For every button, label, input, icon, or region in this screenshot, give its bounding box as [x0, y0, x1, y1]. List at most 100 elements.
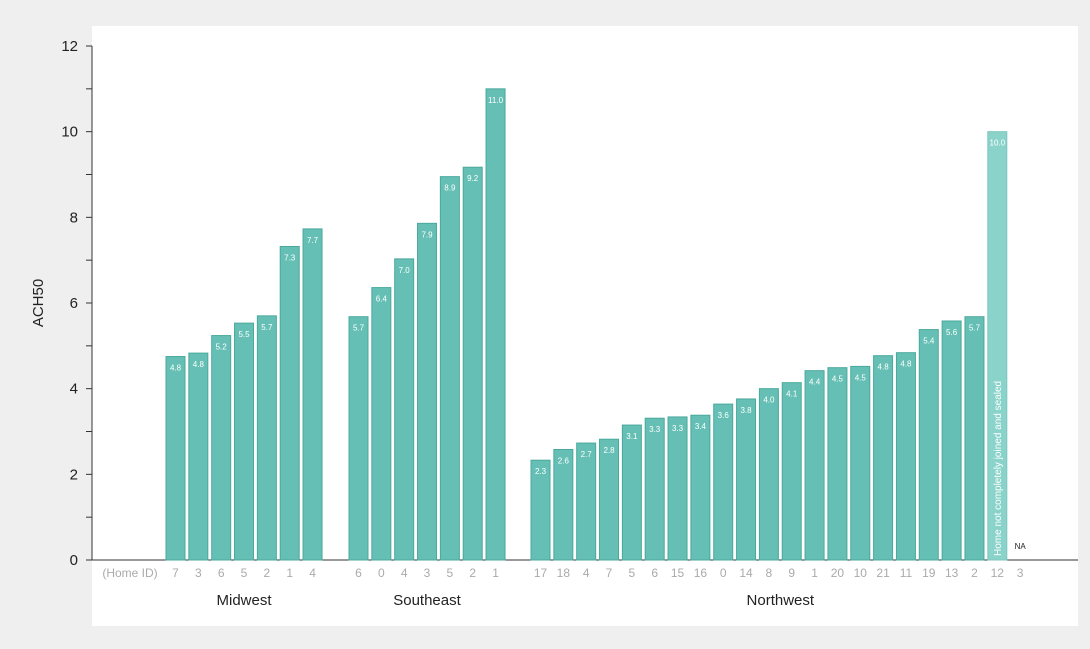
bar — [918, 329, 939, 561]
group-labels: Midwest Southeast Northwest — [217, 592, 815, 609]
x-tick-label: 0 — [378, 566, 385, 580]
x-tick-label: 9 — [788, 566, 795, 580]
bar-value-label: 4.5 — [832, 375, 844, 384]
bar-value-label: 7.7 — [307, 236, 319, 245]
bar — [188, 352, 209, 561]
bar — [690, 414, 711, 561]
bar — [302, 228, 323, 561]
bar-value-label: 3.6 — [718, 411, 730, 420]
y-tick-label: 8 — [70, 209, 78, 226]
bar — [211, 335, 232, 561]
bar — [279, 245, 300, 561]
bar — [644, 417, 665, 561]
bar-value-label: 3.3 — [649, 425, 661, 434]
bar — [530, 459, 551, 561]
bar — [553, 448, 574, 561]
bar — [462, 166, 483, 561]
bar — [348, 316, 369, 561]
bar — [850, 365, 871, 561]
bar — [827, 367, 848, 561]
x-tick-label: 5 — [629, 566, 636, 580]
bar — [873, 355, 894, 561]
x-tick-label: 10 — [854, 566, 868, 580]
bar-value-label: 2.6 — [558, 456, 570, 465]
value-labels: 4.8 4.8 5.2 5.5 5.7 7.3 7.7 5.7 6.4 7.0 7.9 8.9 9.2 1… — [170, 96, 1026, 556]
x-tick-label: 1 — [811, 566, 818, 580]
bar-value-label: 4.8 — [900, 360, 912, 369]
bar — [781, 382, 802, 561]
bar-value-label: 5.7 — [353, 324, 365, 333]
bar — [394, 258, 415, 561]
x-tick-label: 8 — [766, 566, 773, 580]
x-tick-label: 0 — [720, 566, 727, 580]
x-tick-label: 3 — [195, 566, 202, 580]
bars — [165, 88, 1008, 561]
group-label: Northwest — [747, 592, 815, 609]
bar-value-label: 9.2 — [467, 174, 479, 183]
x-tick-label: 2 — [264, 566, 271, 580]
bar-value-label: 2.3 — [535, 467, 547, 476]
bar-value-label: 4.1 — [786, 390, 798, 399]
bar-value-label: 2.8 — [603, 446, 615, 455]
bar — [895, 352, 916, 561]
x-tick-label: 2 — [971, 566, 978, 580]
bar-value-label: 3.8 — [740, 406, 752, 415]
bar — [576, 442, 597, 561]
x-tick-label: 5 — [241, 566, 248, 580]
x-tick-label: 16 — [694, 566, 708, 580]
x-tick-label: 17 — [534, 566, 548, 580]
y-axis-label: ACH50 — [30, 279, 47, 327]
x-tick-label: 19 — [922, 566, 936, 580]
bar-value-label: 7.3 — [284, 253, 296, 262]
bar — [417, 222, 438, 561]
x-tick-label: 1 — [286, 566, 293, 580]
y-tick-label: 0 — [70, 552, 78, 569]
group-label: Southeast — [393, 592, 461, 609]
bar — [964, 316, 985, 561]
bar-value-label: 11.0 — [488, 96, 504, 105]
bar-value-label: 5.2 — [216, 343, 228, 352]
bar-value-label: 4.8 — [193, 360, 205, 369]
x-tick-label: 4 — [309, 566, 316, 580]
bar — [485, 88, 506, 561]
x-tick-label: 13 — [945, 566, 959, 580]
bar-value-label: 10.0 — [990, 139, 1006, 148]
bar — [987, 131, 1008, 561]
x-tick-label: 1 — [492, 566, 499, 580]
bar-value-label: 7.9 — [421, 230, 433, 239]
home-id-prefix-label: (Home ID) — [102, 566, 157, 580]
bar-annotation: Home not completely joined and sealed — [993, 381, 1004, 556]
x-tick-label: 11 — [900, 566, 913, 580]
y-tick-label: 6 — [70, 295, 78, 312]
bar — [941, 320, 962, 561]
x-tick-label: 20 — [831, 566, 845, 580]
bar-value-label: 3.4 — [695, 422, 707, 431]
y-tick-label: 12 — [61, 38, 78, 55]
bar-value-label: 4.8 — [170, 364, 182, 373]
x-tick-label: 7 — [606, 566, 613, 580]
x-tick-label: 2 — [469, 566, 476, 580]
bar-value-label: 4.4 — [809, 378, 821, 387]
y-tick-label: 2 — [70, 466, 78, 483]
bar-value-label: 2.7 — [581, 450, 593, 459]
x-tick-label: 3 — [424, 566, 431, 580]
x-tick-label: 18 — [557, 566, 571, 580]
bar — [621, 424, 642, 561]
bar-value-label: 3.1 — [626, 432, 638, 441]
bar-value-label: 5.4 — [923, 337, 935, 346]
bar-value-label: 5.7 — [969, 324, 981, 333]
x-tick-label: 4 — [401, 566, 408, 580]
bar-value-label: 4.0 — [763, 396, 775, 405]
x-tick-label: 4 — [583, 566, 590, 580]
x-tick-label: 14 — [739, 566, 753, 580]
x-tick-label: 21 — [876, 566, 890, 580]
x-tick-labels: 7 3 6 5 2 1 4 6 0 4 3 5 2 1 17 18 4 7 5 6 15 16 0 14 8 9 1 20 10 21 11… — [172, 566, 1024, 580]
bar — [713, 403, 734, 561]
x-tick-label: 3 — [1017, 566, 1024, 580]
x-tick-label: 6 — [651, 566, 658, 580]
bar — [371, 287, 392, 561]
x-tick-label: 6 — [355, 566, 362, 580]
bar — [758, 388, 779, 561]
